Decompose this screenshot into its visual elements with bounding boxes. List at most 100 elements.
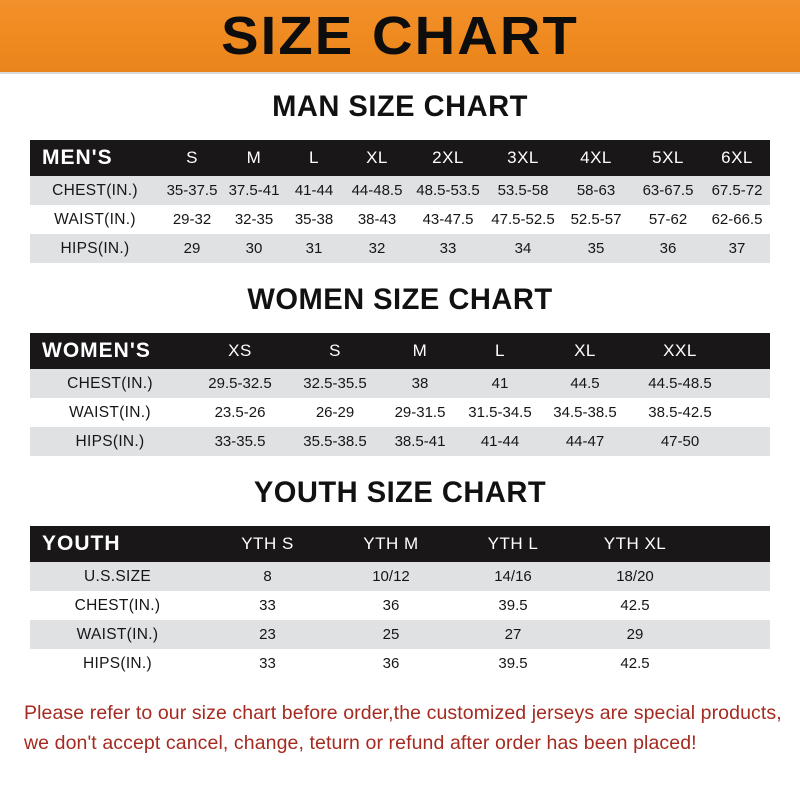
cell-empty <box>730 369 770 398</box>
youth-col-header: YTH M <box>363 534 419 553</box>
cell: 31.5-34.5 <box>468 404 532 421</box>
men-col-header: M <box>246 148 262 167</box>
cell: 53.5-58 <box>497 182 549 199</box>
cell: 26-29 <box>315 404 355 421</box>
cell: 39.5 <box>498 655 528 672</box>
youth-size-table: YOUTH YTH S YTH M YTH L YTH XL U.S.SIZE … <box>30 526 770 678</box>
row-label: WAIST(IN.) <box>69 403 151 421</box>
cell: 35-38 <box>294 211 334 228</box>
cell: 41-44 <box>294 182 334 199</box>
table-row: U.S.SIZE 8 10/12 14/16 18/20 <box>30 562 770 591</box>
women-size-table: WOMEN'S XS S M L XL XXL CHEST(IN.) 29.5-… <box>30 333 770 456</box>
cell: 62-66.5 <box>711 211 763 228</box>
cell: 33-35.5 <box>214 433 266 450</box>
cell: 34 <box>514 240 532 257</box>
youth-section-title: YOUTH SIZE CHART <box>253 476 547 509</box>
row-label: CHEST(IN.) <box>74 596 161 614</box>
cell: 48.5-53.5 <box>416 182 480 199</box>
spacer <box>0 456 800 476</box>
cell: 57-62 <box>648 211 688 228</box>
cell: 38-43 <box>357 211 397 228</box>
row-label: HIPS(IN.) <box>82 654 152 672</box>
page-title: SIZE CHART <box>221 6 579 66</box>
men-section: MAN SIZE CHART MEN'S S M L XL 2XL 3XL 4X… <box>0 90 800 263</box>
spacer <box>0 678 800 698</box>
youth-col-header: YTH S <box>241 534 294 553</box>
cell: 32 <box>368 240 386 257</box>
cell: 35 <box>587 240 605 257</box>
cell: 27 <box>504 626 522 643</box>
cell: 44-48.5 <box>351 182 403 199</box>
men-size-table: MEN'S S M L XL 2XL 3XL 4XL 5XL 6XL CHEST… <box>30 140 770 263</box>
cell-empty <box>696 620 770 649</box>
cell: 44.5-48.5 <box>648 375 712 392</box>
spacer <box>30 510 770 526</box>
cell: 41-44 <box>480 433 520 450</box>
table-row: CHEST(IN.) 35-37.5 37.5-41 41-44 44-48.5… <box>30 176 770 205</box>
cell: 25 <box>382 626 400 643</box>
cell: 23.5-26 <box>214 404 266 421</box>
cell-empty <box>696 649 770 678</box>
footer-line-1: Please refer to our size chart before or… <box>24 702 782 724</box>
cell: 18/20 <box>616 568 654 585</box>
cell-empty <box>730 398 770 427</box>
cell: 63-67.5 <box>642 182 694 199</box>
cell: 44.5 <box>570 375 600 392</box>
spacer <box>30 317 770 333</box>
men-header-label: MEN'S <box>42 146 113 169</box>
cell: 43-47.5 <box>422 211 474 228</box>
women-col-header: M <box>412 341 428 360</box>
table-row: HIPS(IN.) 33-35.5 35.5-38.5 38.5-41 41-4… <box>30 427 770 456</box>
cell: 31 <box>305 240 323 257</box>
cell: 42.5 <box>620 655 650 672</box>
women-col-header: S <box>329 341 341 360</box>
cell: 37.5-41 <box>228 182 280 199</box>
cell: 38.5-42.5 <box>648 404 712 421</box>
row-label: HIPS(IN.) <box>60 239 130 257</box>
men-section-title: MAN SIZE CHART <box>272 90 528 123</box>
men-col-header: S <box>186 148 198 167</box>
cell: 33 <box>259 655 276 672</box>
youth-col-header-empty <box>696 526 770 562</box>
spacer <box>0 74 800 90</box>
cell: 14/16 <box>494 568 532 585</box>
table-row: WAIST(IN.) 29-32 32-35 35-38 38-43 43-47… <box>30 205 770 234</box>
men-col-header: 4XL <box>580 148 612 167</box>
spacer <box>0 263 800 283</box>
women-section-title: WOMEN SIZE CHART <box>247 283 553 316</box>
cell: 35-37.5 <box>166 182 218 199</box>
cell: 29 <box>626 626 644 643</box>
women-col-header: XL <box>574 341 596 360</box>
cell: 35.5-38.5 <box>303 433 367 450</box>
spacer <box>30 124 770 140</box>
women-col-header-empty <box>730 333 770 369</box>
cell: 41 <box>491 375 509 392</box>
cell: 30 <box>245 240 263 257</box>
women-table-header-row: WOMEN'S XS S M L XL XXL <box>30 333 770 369</box>
table-row: WAIST(IN.) 23.5-26 26-29 29-31.5 31.5-34… <box>30 398 770 427</box>
page-banner: SIZE CHART <box>0 0 800 74</box>
cell: 29-31.5 <box>394 404 446 421</box>
cell: 33 <box>259 597 276 614</box>
men-col-header: 5XL <box>652 148 684 167</box>
women-header-label: WOMEN'S <box>42 339 151 362</box>
women-section: WOMEN SIZE CHART WOMEN'S XS S M L XL XXL <box>0 283 800 456</box>
cell: 34.5-38.5 <box>553 404 617 421</box>
cell: 29 <box>183 240 201 257</box>
cell: 38.5-41 <box>394 433 446 450</box>
women-col-header: L <box>495 341 505 360</box>
cell-empty <box>730 427 770 456</box>
men-col-header: 6XL <box>721 148 753 167</box>
table-row: HIPS(IN.) 29 30 31 32 33 34 35 36 37 <box>30 234 770 263</box>
table-row: HIPS(IN.) 33 36 39.5 42.5 <box>30 649 770 678</box>
youth-table-header-row: YOUTH YTH S YTH M YTH L YTH XL <box>30 526 770 562</box>
youth-section: YOUTH SIZE CHART YOUTH YTH S YTH M YTH L… <box>0 476 800 678</box>
row-label: WAIST(IN.) <box>54 210 136 228</box>
youth-header-label: YOUTH <box>42 532 121 555</box>
cell: 47.5-52.5 <box>491 211 555 228</box>
women-col-header: XXL <box>663 341 697 360</box>
cell: 67.5-72 <box>711 182 763 199</box>
cell: 32.5-35.5 <box>303 375 367 392</box>
women-col-header: XS <box>228 341 252 360</box>
table-row: CHEST(IN.) 29.5-32.5 32.5-35.5 38 41 44.… <box>30 369 770 398</box>
